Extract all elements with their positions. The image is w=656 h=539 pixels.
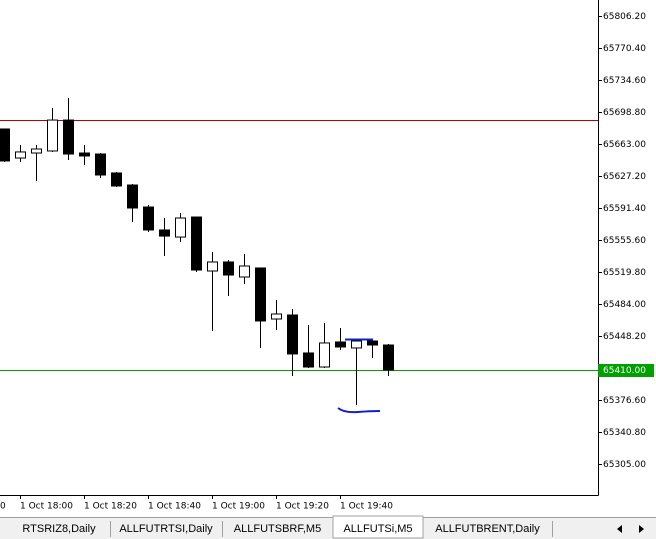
tab[interactable]: ALLFUTRTSI,Daily (119, 521, 223, 537)
tab[interactable]: ALLFUTBRENT,Daily (435, 521, 553, 537)
candle-body (143, 206, 154, 231)
candle-body (127, 184, 138, 209)
tab-label[interactable]: ALLFUTBRENT,Daily (435, 523, 540, 535)
candle-body (367, 340, 378, 346)
candle-body (287, 314, 298, 355)
y-tick-label: 65770.40 (603, 44, 646, 54)
drawn-curve (337, 407, 381, 414)
tab-label[interactable]: ALLFUTSBRF,M5 (234, 523, 321, 535)
candle-body (111, 172, 122, 187)
scroll-left[interactable] (617, 525, 622, 533)
candle-body (63, 119, 74, 155)
candle-body (159, 229, 170, 237)
candle-body (207, 261, 218, 272)
x-tick-label: 1 Oct 18:00 (20, 502, 73, 512)
candle-body (47, 119, 58, 152)
y-tick-label: 65627.20 (603, 172, 646, 182)
candle-body (303, 352, 314, 368)
x-tick-label: 1 Oct 18:40 (148, 502, 201, 512)
candle-body (95, 153, 106, 176)
tab[interactable]: RTSRIZ8,Daily (22, 521, 111, 537)
candle-body (271, 313, 282, 320)
y-tick-label: 65376.60 (603, 396, 646, 406)
y-tick-label: 65555.60 (603, 236, 646, 246)
tabs: RTSRIZ8,Daily ALLFUTRTSI,Daily ALLFUTSBRF,… (22, 515, 553, 539)
x-tick-label-clipped: 0 (0, 502, 6, 512)
tab-bar (0, 517, 656, 539)
tab-label[interactable]: RTSRIZ8,Daily (22, 523, 96, 535)
price-label: 65410.00 (603, 366, 646, 376)
y-tick-label: 65698.80 (603, 108, 646, 118)
y-tick-label: 65734.60 (603, 76, 646, 86)
candle-body (223, 261, 234, 276)
price-label-box (598, 364, 654, 377)
candle-body (0, 128, 10, 162)
plot-area (0, 97, 598, 405)
candle-body (383, 344, 394, 371)
y-tick-label: 65305.00 (603, 460, 646, 470)
tab-active-bg (332, 515, 424, 539)
candle-body (319, 342, 330, 368)
x-tick-label: 1 Oct 19:20 (276, 502, 329, 512)
y-tick-label: 65519.80 (603, 268, 646, 278)
candle-body (175, 217, 186, 238)
y-tick-label: 65340.80 (603, 428, 646, 438)
candle-body (31, 148, 42, 154)
x-tick-label: 1 Oct 19:40 (340, 502, 393, 512)
y-tick-label: 65591.40 (603, 204, 646, 214)
candle-body (255, 267, 266, 322)
candle-body (351, 340, 362, 349)
candle-body (239, 265, 250, 278)
y-tick-label: 65484.00 (603, 300, 646, 310)
y-tick-label: 65448.20 (603, 332, 646, 342)
candle-body (191, 216, 202, 271)
candle-body (15, 151, 26, 159)
tab[interactable]: ALLFUTSi,M5 (332, 515, 424, 539)
x-tick-label: 1 Oct 19:00 (212, 502, 265, 512)
candle-body (335, 341, 346, 348)
y-tick-label: 65663.00 (603, 140, 646, 150)
x-tick-label: 1 Oct 18:20 (84, 502, 137, 512)
candle-body (79, 152, 90, 157)
tab[interactable]: ALLFUTSBRF,M5 (234, 521, 334, 537)
tab-label[interactable]: ALLFUTSi,M5 (343, 523, 412, 535)
tab-label[interactable]: ALLFUTRTSI,Daily (119, 523, 213, 535)
scroll-right[interactable] (639, 525, 644, 533)
y-tick-label: 65806.20 (603, 12, 646, 22)
